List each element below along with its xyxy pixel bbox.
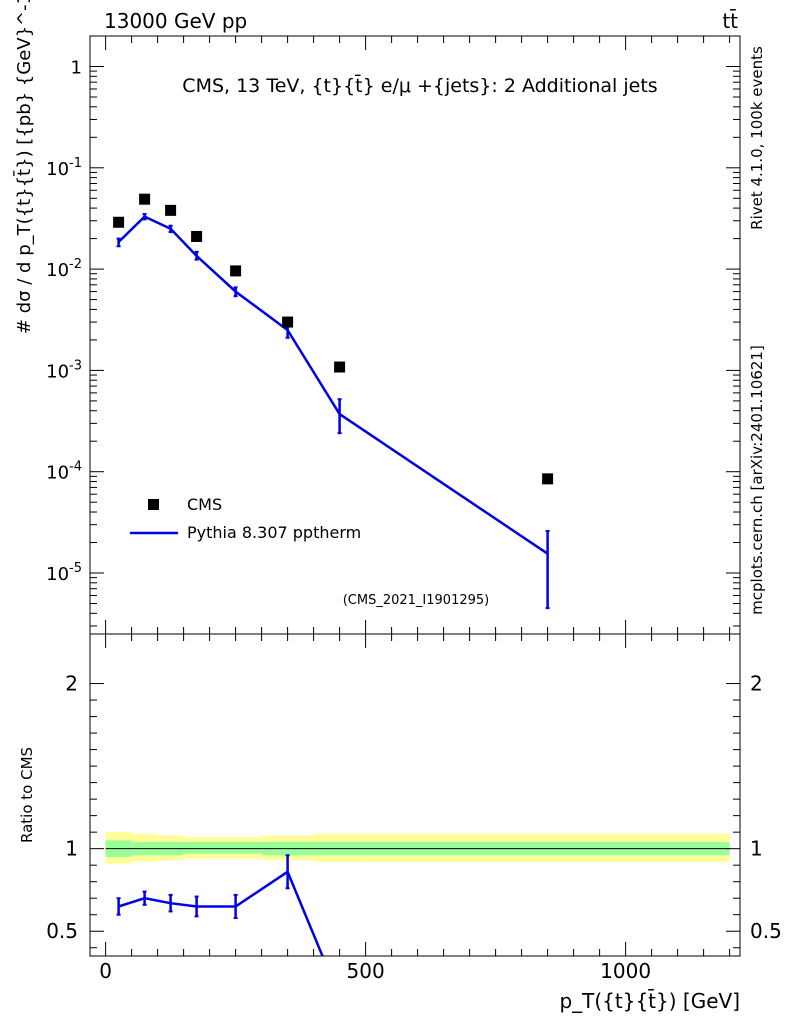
cms-data-point bbox=[334, 361, 346, 373]
ratio-plot-area: 2 2 1 1 0.5 0.5 0 500 1000 bbox=[46, 634, 782, 983]
legend-cms-marker bbox=[148, 499, 159, 510]
main-plot-area: 1 10-1 10-2 10-3 10-4 10-5 bbox=[46, 35, 740, 634]
cms-data-point bbox=[139, 193, 151, 205]
mc-line bbox=[117, 215, 549, 555]
ratio-y-tick-label-right: 2 bbox=[750, 672, 763, 696]
cms-data-point bbox=[542, 473, 554, 485]
header-energy-label: 13000 GeV pp bbox=[104, 9, 247, 33]
main-y-tick-label: 1 bbox=[71, 57, 82, 78]
x-axis-label: p_T({t}{t̄}) [GeV] bbox=[559, 988, 740, 1013]
cms-data-point bbox=[230, 265, 242, 277]
x-tick-label: 1000 bbox=[600, 959, 651, 983]
main-y-tick-label: 10-1 bbox=[46, 156, 82, 180]
ratio-y-tick-label: 2 bbox=[65, 672, 78, 696]
rivet-version-label: Rivet 4.1.0, 100k events bbox=[748, 46, 766, 230]
legend-mc-label: Pythia 8.307 pptherm bbox=[187, 523, 361, 542]
ratio-y-axis-label: Ratio to CMS bbox=[18, 747, 36, 843]
cms-data-point bbox=[113, 216, 125, 228]
x-tick-label: 0 bbox=[99, 959, 112, 983]
main-y-axis-label: # dσ / d p_T({t}{t̄}) [{pb} {GeV}^-1] bbox=[13, 0, 35, 334]
cms-data-point bbox=[282, 316, 294, 328]
x-tick-label: 500 bbox=[347, 959, 385, 983]
ratio-y-tick-label: 0.5 bbox=[46, 919, 78, 943]
main-panel-frame bbox=[89, 35, 741, 635]
mcplots-label: mcplots.cern.ch [arXiv:2401.10621] bbox=[748, 345, 766, 615]
main-y-tick-label: 10-3 bbox=[46, 358, 82, 382]
main-plot-title: CMS, 13 TeV, {t}{t̄} e/μ +{jets}: 2 Addi… bbox=[182, 73, 657, 97]
main-y-tick-label: 10-2 bbox=[46, 257, 82, 281]
main-y-tick-label: 10-4 bbox=[46, 460, 82, 484]
ratio-y-tick-label-right: 1 bbox=[750, 837, 763, 861]
legend-cms-label: CMS bbox=[187, 495, 222, 514]
cms-data-point bbox=[165, 204, 177, 216]
main-y-tick-label: 10-5 bbox=[46, 561, 82, 585]
ratio-mc-line bbox=[118, 869, 324, 956]
ratio-inner-band bbox=[183, 842, 210, 854]
ratio-y-tick-label-right: 0.5 bbox=[750, 919, 782, 943]
ratio-inner-band bbox=[209, 842, 262, 854]
cms-data-point bbox=[191, 230, 203, 242]
ratio-panel-frame bbox=[89, 633, 741, 957]
analysis-id-watermark: (CMS_2021_I1901295) bbox=[343, 593, 490, 608]
header-process-label: tt̄ bbox=[722, 8, 738, 33]
ratio-y-tick-label: 1 bbox=[65, 837, 78, 861]
legend: CMS Pythia 8.307 pptherm bbox=[130, 495, 361, 542]
ratio-series-group bbox=[116, 854, 324, 956]
